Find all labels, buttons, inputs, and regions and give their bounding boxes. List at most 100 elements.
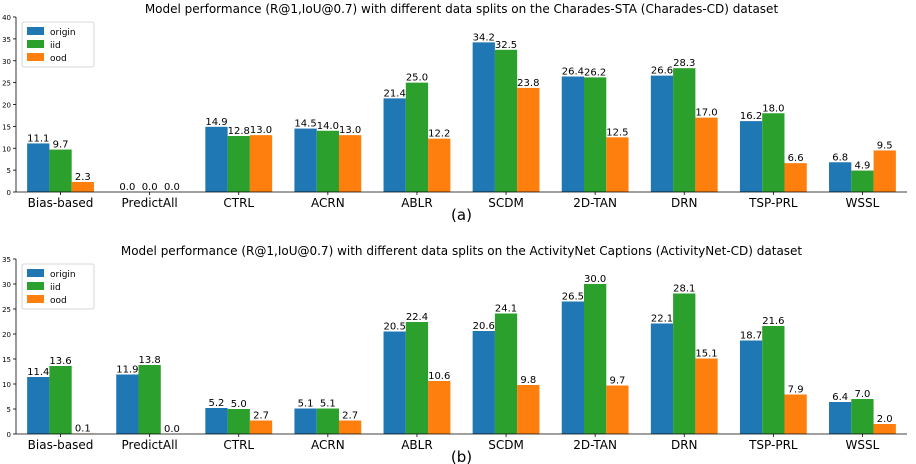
bar-iid — [673, 68, 696, 192]
data-label: 30.0 — [584, 274, 606, 285]
legend-label-iid: iid — [50, 41, 61, 51]
x-tick-label: PredictAll — [122, 438, 178, 452]
bar-ood — [517, 385, 540, 434]
data-label: 34.2 — [473, 32, 495, 43]
bar-origin — [561, 301, 585, 434]
data-label: 5.1 — [298, 399, 314, 410]
bar-iid — [584, 77, 607, 193]
data-label: 22.1 — [651, 314, 673, 325]
y-tick-label: 35 — [2, 36, 11, 44]
data-label: 18.7 — [740, 331, 762, 342]
y-tick-label: 15 — [2, 123, 11, 131]
x-tick-label: 2D-TAN — [573, 196, 617, 210]
legend-swatch-origin — [27, 269, 44, 277]
bar-iid — [494, 49, 518, 193]
y-tick-label: 35 — [2, 256, 11, 264]
legend-label-ood: ood — [50, 54, 67, 64]
data-label: 25.0 — [406, 73, 428, 84]
bar-origin — [739, 121, 763, 193]
x-tick-label: ABLR — [401, 196, 432, 210]
bar-ood — [873, 150, 896, 192]
data-label: 17.0 — [695, 108, 717, 119]
data-label: 12.5 — [606, 127, 628, 138]
legend-swatch-origin — [27, 27, 44, 35]
y-tick-label: 15 — [2, 356, 11, 364]
data-label: 23.8 — [517, 78, 539, 89]
bar-ood — [428, 381, 451, 434]
data-label: 9.7 — [53, 140, 69, 151]
bar-iid — [405, 322, 429, 434]
data-label: 24.1 — [495, 304, 517, 315]
data-label: 5.1 — [320, 399, 336, 410]
bar-origin — [650, 75, 674, 193]
y-tick-label: 40 — [2, 14, 11, 22]
data-label: 26.2 — [584, 67, 606, 78]
data-label: 13.8 — [139, 355, 161, 366]
x-tick-label: Bias-based — [28, 196, 94, 210]
bar-origin — [383, 331, 406, 434]
chart-panel-a: Model performance (R@1,IoU@0.7) with dif… — [2, 2, 907, 224]
data-label: 16.2 — [740, 111, 762, 122]
x-tick-label: WSSL — [846, 196, 880, 210]
bar-ood — [428, 138, 451, 193]
bar-iid — [762, 113, 785, 192]
data-label: 12.2 — [428, 129, 450, 140]
bar-ood — [71, 181, 94, 192]
data-label: 13.6 — [49, 356, 71, 367]
data-label: 26.4 — [562, 67, 584, 78]
bar-iid — [673, 293, 696, 434]
data-label: 15.1 — [695, 349, 717, 360]
legend-label-iid: iid — [50, 283, 61, 293]
legend-swatch-iid — [27, 40, 44, 48]
x-tick-label: SCDM — [488, 438, 524, 452]
data-label: 9.7 — [609, 376, 625, 387]
y-tick-label: 30 — [2, 58, 11, 66]
legend-label-origin: origin — [50, 270, 76, 280]
bar-ood — [695, 117, 718, 193]
data-label: 6.6 — [788, 153, 804, 164]
y-tick-label: 0 — [7, 189, 11, 197]
data-label: 28.3 — [673, 58, 695, 69]
bar-iid — [584, 284, 607, 434]
data-label: 18.0 — [762, 103, 784, 114]
data-label: 28.1 — [673, 284, 695, 295]
bar-origin — [472, 42, 495, 193]
y-tick-label: 5 — [7, 167, 11, 175]
data-label: 7.0 — [854, 389, 870, 400]
legend-swatch-ood — [27, 295, 44, 303]
data-label: 9.5 — [877, 140, 893, 151]
data-label: 10.6 — [428, 371, 450, 382]
data-label: 11.4 — [27, 367, 49, 378]
bar-origin — [27, 143, 50, 192]
bar-ood — [695, 358, 718, 434]
data-label: 5.0 — [231, 399, 247, 410]
bar-iid — [138, 365, 161, 434]
data-label: 13.0 — [250, 125, 272, 136]
bar-ood — [517, 87, 540, 193]
bar-iid — [316, 408, 339, 434]
bar-origin — [27, 377, 50, 434]
bar-ood — [606, 137, 629, 192]
data-label: 14.9 — [205, 117, 227, 128]
bar-ood — [249, 135, 273, 193]
bar-iid — [851, 170, 874, 192]
data-label: 21.4 — [384, 88, 406, 99]
bar-iid — [316, 130, 339, 192]
bar-iid — [227, 409, 250, 434]
bar-origin — [116, 374, 139, 434]
panel-caption: (b) — [451, 448, 472, 464]
data-label: 22.4 — [406, 312, 428, 323]
x-tick-label: SCDM — [488, 196, 524, 210]
bar-iid — [494, 313, 518, 434]
x-tick-label: DRN — [671, 438, 698, 452]
data-label: 20.5 — [384, 322, 406, 333]
legend-swatch-ood — [27, 53, 44, 61]
data-label: 4.9 — [854, 161, 870, 172]
x-tick-label: ACRN — [311, 438, 345, 452]
bar-iid — [405, 82, 429, 193]
x-tick-label: TSP-PRL — [748, 196, 798, 210]
x-tick-label: CTRL — [223, 196, 254, 210]
data-label: 26.5 — [562, 292, 584, 303]
x-tick-label: PredictAll — [122, 196, 178, 210]
data-label: 12.8 — [228, 126, 250, 137]
